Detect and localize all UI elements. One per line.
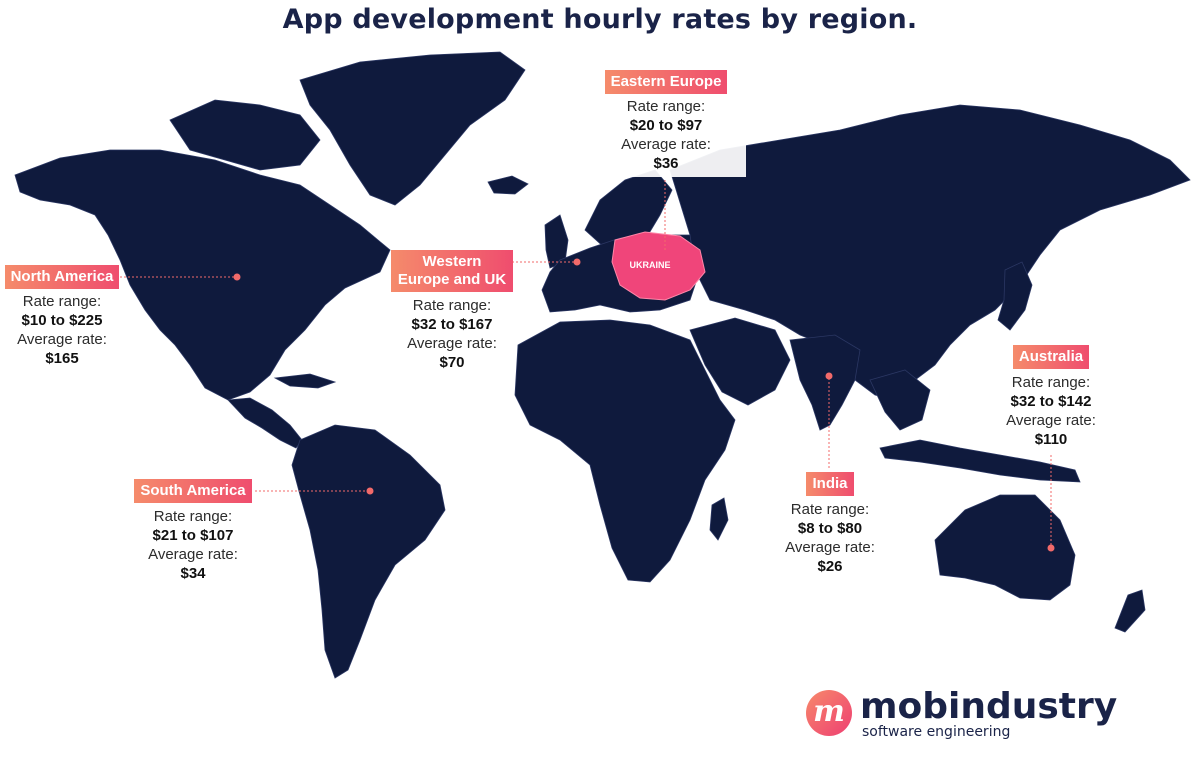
rate-range-value: $32 to $167 bbox=[411, 316, 493, 333]
greenland-shape bbox=[299, 51, 526, 206]
iceland-shape bbox=[487, 175, 529, 195]
madagascar-shape bbox=[709, 497, 729, 541]
ukraine-label: UKRAINE bbox=[629, 260, 670, 270]
australia-shape bbox=[934, 494, 1076, 601]
india-callout: India Rate range: $8 to $80 Average rate… bbox=[750, 472, 910, 576]
western-europe-pin bbox=[573, 258, 581, 266]
africa-shape bbox=[514, 319, 736, 583]
north-america-pin bbox=[233, 273, 241, 281]
rate-range-label: Rate range: bbox=[153, 508, 233, 525]
rate-range-label: Rate range: bbox=[22, 293, 102, 310]
new-zealand-shape bbox=[1114, 589, 1146, 633]
arctic-islands-shape bbox=[169, 99, 321, 171]
average-rate-label: Average rate: bbox=[621, 136, 711, 153]
average-rate-value: $165 bbox=[45, 350, 79, 367]
region-tag: South America bbox=[134, 479, 252, 503]
logo-mark-icon: m bbox=[806, 690, 852, 736]
average-rate-value: $34 bbox=[180, 565, 206, 582]
india-pin bbox=[825, 372, 833, 380]
western-europe-callout: Western Europe and UK Rate range: $32 to… bbox=[372, 250, 532, 372]
region-tag: North America bbox=[4, 265, 120, 289]
middle-east-shape bbox=[689, 317, 791, 406]
average-rate-value: $70 bbox=[439, 354, 465, 371]
average-rate-label: Average rate: bbox=[1006, 412, 1096, 429]
rate-range-value: $21 to $107 bbox=[152, 527, 234, 544]
rate-range-label: Rate range: bbox=[412, 297, 492, 314]
indonesia-shape bbox=[879, 439, 1081, 483]
region-tag: Western Europe and UK bbox=[391, 250, 513, 292]
map-title: App development hourly rates by region. bbox=[282, 4, 918, 35]
ukraine-highlight bbox=[611, 231, 706, 301]
rate-range-label: Rate range: bbox=[790, 501, 870, 518]
south-america-shape bbox=[291, 424, 446, 679]
average-rate-label: Average rate: bbox=[785, 539, 875, 556]
logo-tagline: software engineering bbox=[862, 724, 1011, 740]
southeast-asia-shape bbox=[869, 369, 931, 431]
australia-pin bbox=[1047, 544, 1055, 552]
eastern-europe-callout: Eastern Europe Rate range: $20 to $97 Av… bbox=[586, 68, 746, 177]
region-tag: Australia bbox=[1012, 345, 1090, 369]
north-america-shape bbox=[14, 149, 391, 401]
central-america-shape bbox=[227, 397, 303, 449]
caribbean-shape bbox=[273, 373, 337, 389]
average-rate-label: Average rate: bbox=[407, 335, 497, 352]
asia-shape bbox=[669, 104, 1191, 401]
region-tag: Eastern Europe bbox=[604, 70, 728, 94]
japan-shape bbox=[997, 261, 1033, 331]
logo-name: mobindustry bbox=[860, 686, 1118, 727]
south-america-callout: South America Rate range: $21 to $107 Av… bbox=[113, 479, 273, 583]
rate-range-value: $32 to $142 bbox=[1010, 393, 1092, 410]
australia-callout: Australia Rate range: $32 to $142 Averag… bbox=[971, 345, 1131, 449]
rate-range-value: $10 to $225 bbox=[21, 312, 103, 329]
average-rate-label: Average rate: bbox=[17, 331, 107, 348]
rate-range-label: Rate range: bbox=[626, 98, 706, 115]
average-rate-value: $26 bbox=[817, 558, 843, 575]
region-tag: India bbox=[806, 472, 854, 496]
average-rate-label: Average rate: bbox=[148, 546, 238, 563]
average-rate-value: $36 bbox=[653, 155, 679, 172]
average-rate-value: $110 bbox=[1034, 431, 1068, 448]
south-america-pin bbox=[366, 487, 374, 495]
north-america-callout: North America Rate range: $10 to $225 Av… bbox=[0, 265, 142, 368]
rate-range-label: Rate range: bbox=[1011, 374, 1091, 391]
rate-range-value: $8 to $80 bbox=[797, 520, 863, 537]
india-shape bbox=[789, 334, 861, 431]
rate-range-value: $20 to $97 bbox=[629, 117, 703, 134]
